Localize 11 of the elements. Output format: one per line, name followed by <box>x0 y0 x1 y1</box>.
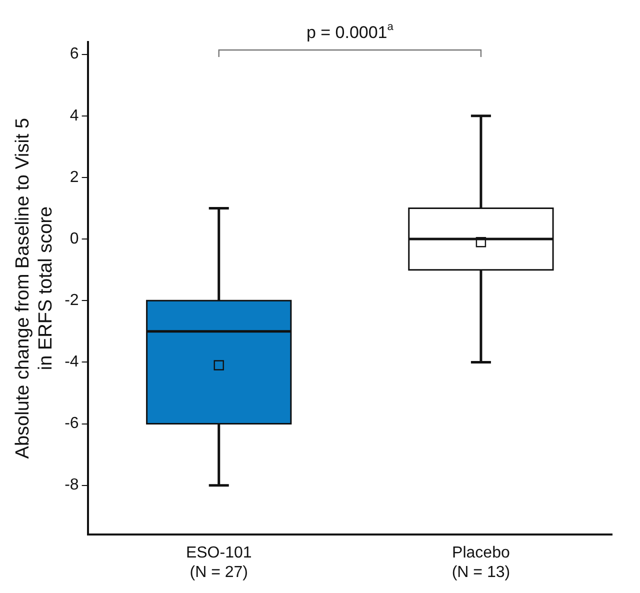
y-tick-label: 2 <box>70 168 79 186</box>
y-tick-label: 6 <box>70 46 79 63</box>
x-tick-label: ESO-101 (N = 27) <box>186 544 252 581</box>
y-axis-title: Absolute change from Baseline to Visit 5 in ERFS total score <box>12 118 56 459</box>
y-tick-label: -6 <box>64 415 79 432</box>
x-tick-label: Placebo (N = 13) <box>452 544 510 581</box>
y-tick-label: -4 <box>64 354 79 371</box>
y-tick-label: 0 <box>70 230 79 248</box>
y-tick-label: 4 <box>70 107 79 124</box>
y-tick-label: -2 <box>64 292 79 310</box>
y-tick-label: -8 <box>64 476 79 494</box>
